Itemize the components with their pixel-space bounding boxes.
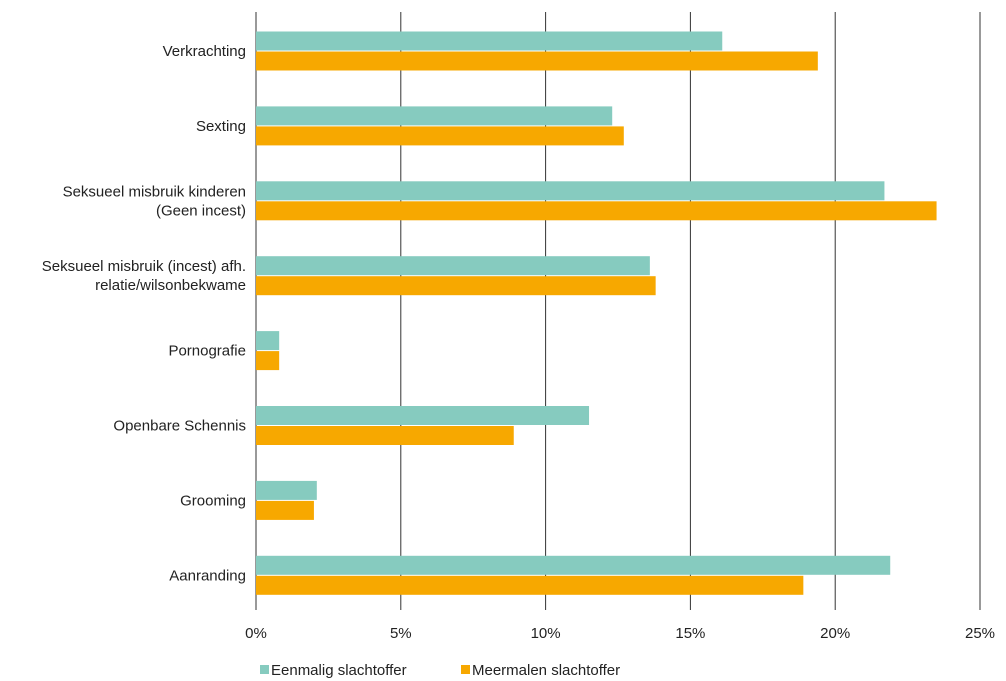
bar-eenmalig — [256, 406, 590, 425]
bar-eenmalig — [256, 181, 885, 201]
category-label: relatie/wilsonbekwame — [95, 277, 246, 294]
category-label: Seksueel misbruik kinderen — [63, 183, 246, 200]
bar-eenmalig — [256, 106, 613, 126]
x-tick-labels: 0% 5% 10% 15% 20% 25% — [245, 625, 995, 642]
x-tick-label: 15% — [675, 625, 705, 642]
bar-meermalen — [256, 426, 514, 445]
bars — [256, 31, 937, 595]
bar-eenmalig — [256, 331, 280, 351]
x-tick-label: 5% — [390, 625, 412, 642]
bar-meermalen — [256, 575, 804, 595]
bar-eenmalig — [256, 555, 891, 575]
legend: Eenmalig slachtoffer Meermalen slachtoff… — [260, 662, 620, 679]
category-label: (Geen incest) — [156, 202, 246, 219]
x-tick-label: 25% — [965, 625, 995, 642]
bar-eenmalig — [256, 31, 723, 51]
legend-swatch-eenmalig — [260, 665, 269, 674]
category-label: Sexting — [196, 118, 246, 135]
x-tick-label: 20% — [820, 625, 850, 642]
category-label: Grooming — [180, 492, 246, 509]
category-label: Seksueel misbruik (incest) afh. — [42, 258, 246, 275]
category-label: Openbare Schennis — [113, 418, 246, 435]
bar-meermalen — [256, 351, 280, 371]
bar-eenmalig — [256, 480, 317, 500]
bar-eenmalig — [256, 256, 650, 276]
x-tick-label: 0% — [245, 625, 267, 642]
legend-swatch-meermalen — [461, 665, 470, 674]
gridlines — [255, 12, 981, 610]
legend-label-eenmalig: Eenmalig slachtoffer — [271, 662, 407, 679]
bar-meermalen — [256, 500, 314, 520]
bar-meermalen — [256, 276, 656, 296]
category-label: Verkrachting — [163, 43, 246, 60]
bar-meermalen — [256, 126, 624, 146]
x-tick-label: 10% — [531, 625, 561, 642]
bar-meermalen — [256, 51, 818, 71]
category-label: Pornografie — [168, 343, 246, 360]
category-labels: Verkrachting Sexting Seksueel misbruik kin… — [42, 43, 246, 584]
bar-meermalen — [256, 201, 937, 221]
legend-label-meermalen: Meermalen slachtoffer — [472, 662, 620, 679]
category-label: Aanranding — [169, 567, 246, 584]
